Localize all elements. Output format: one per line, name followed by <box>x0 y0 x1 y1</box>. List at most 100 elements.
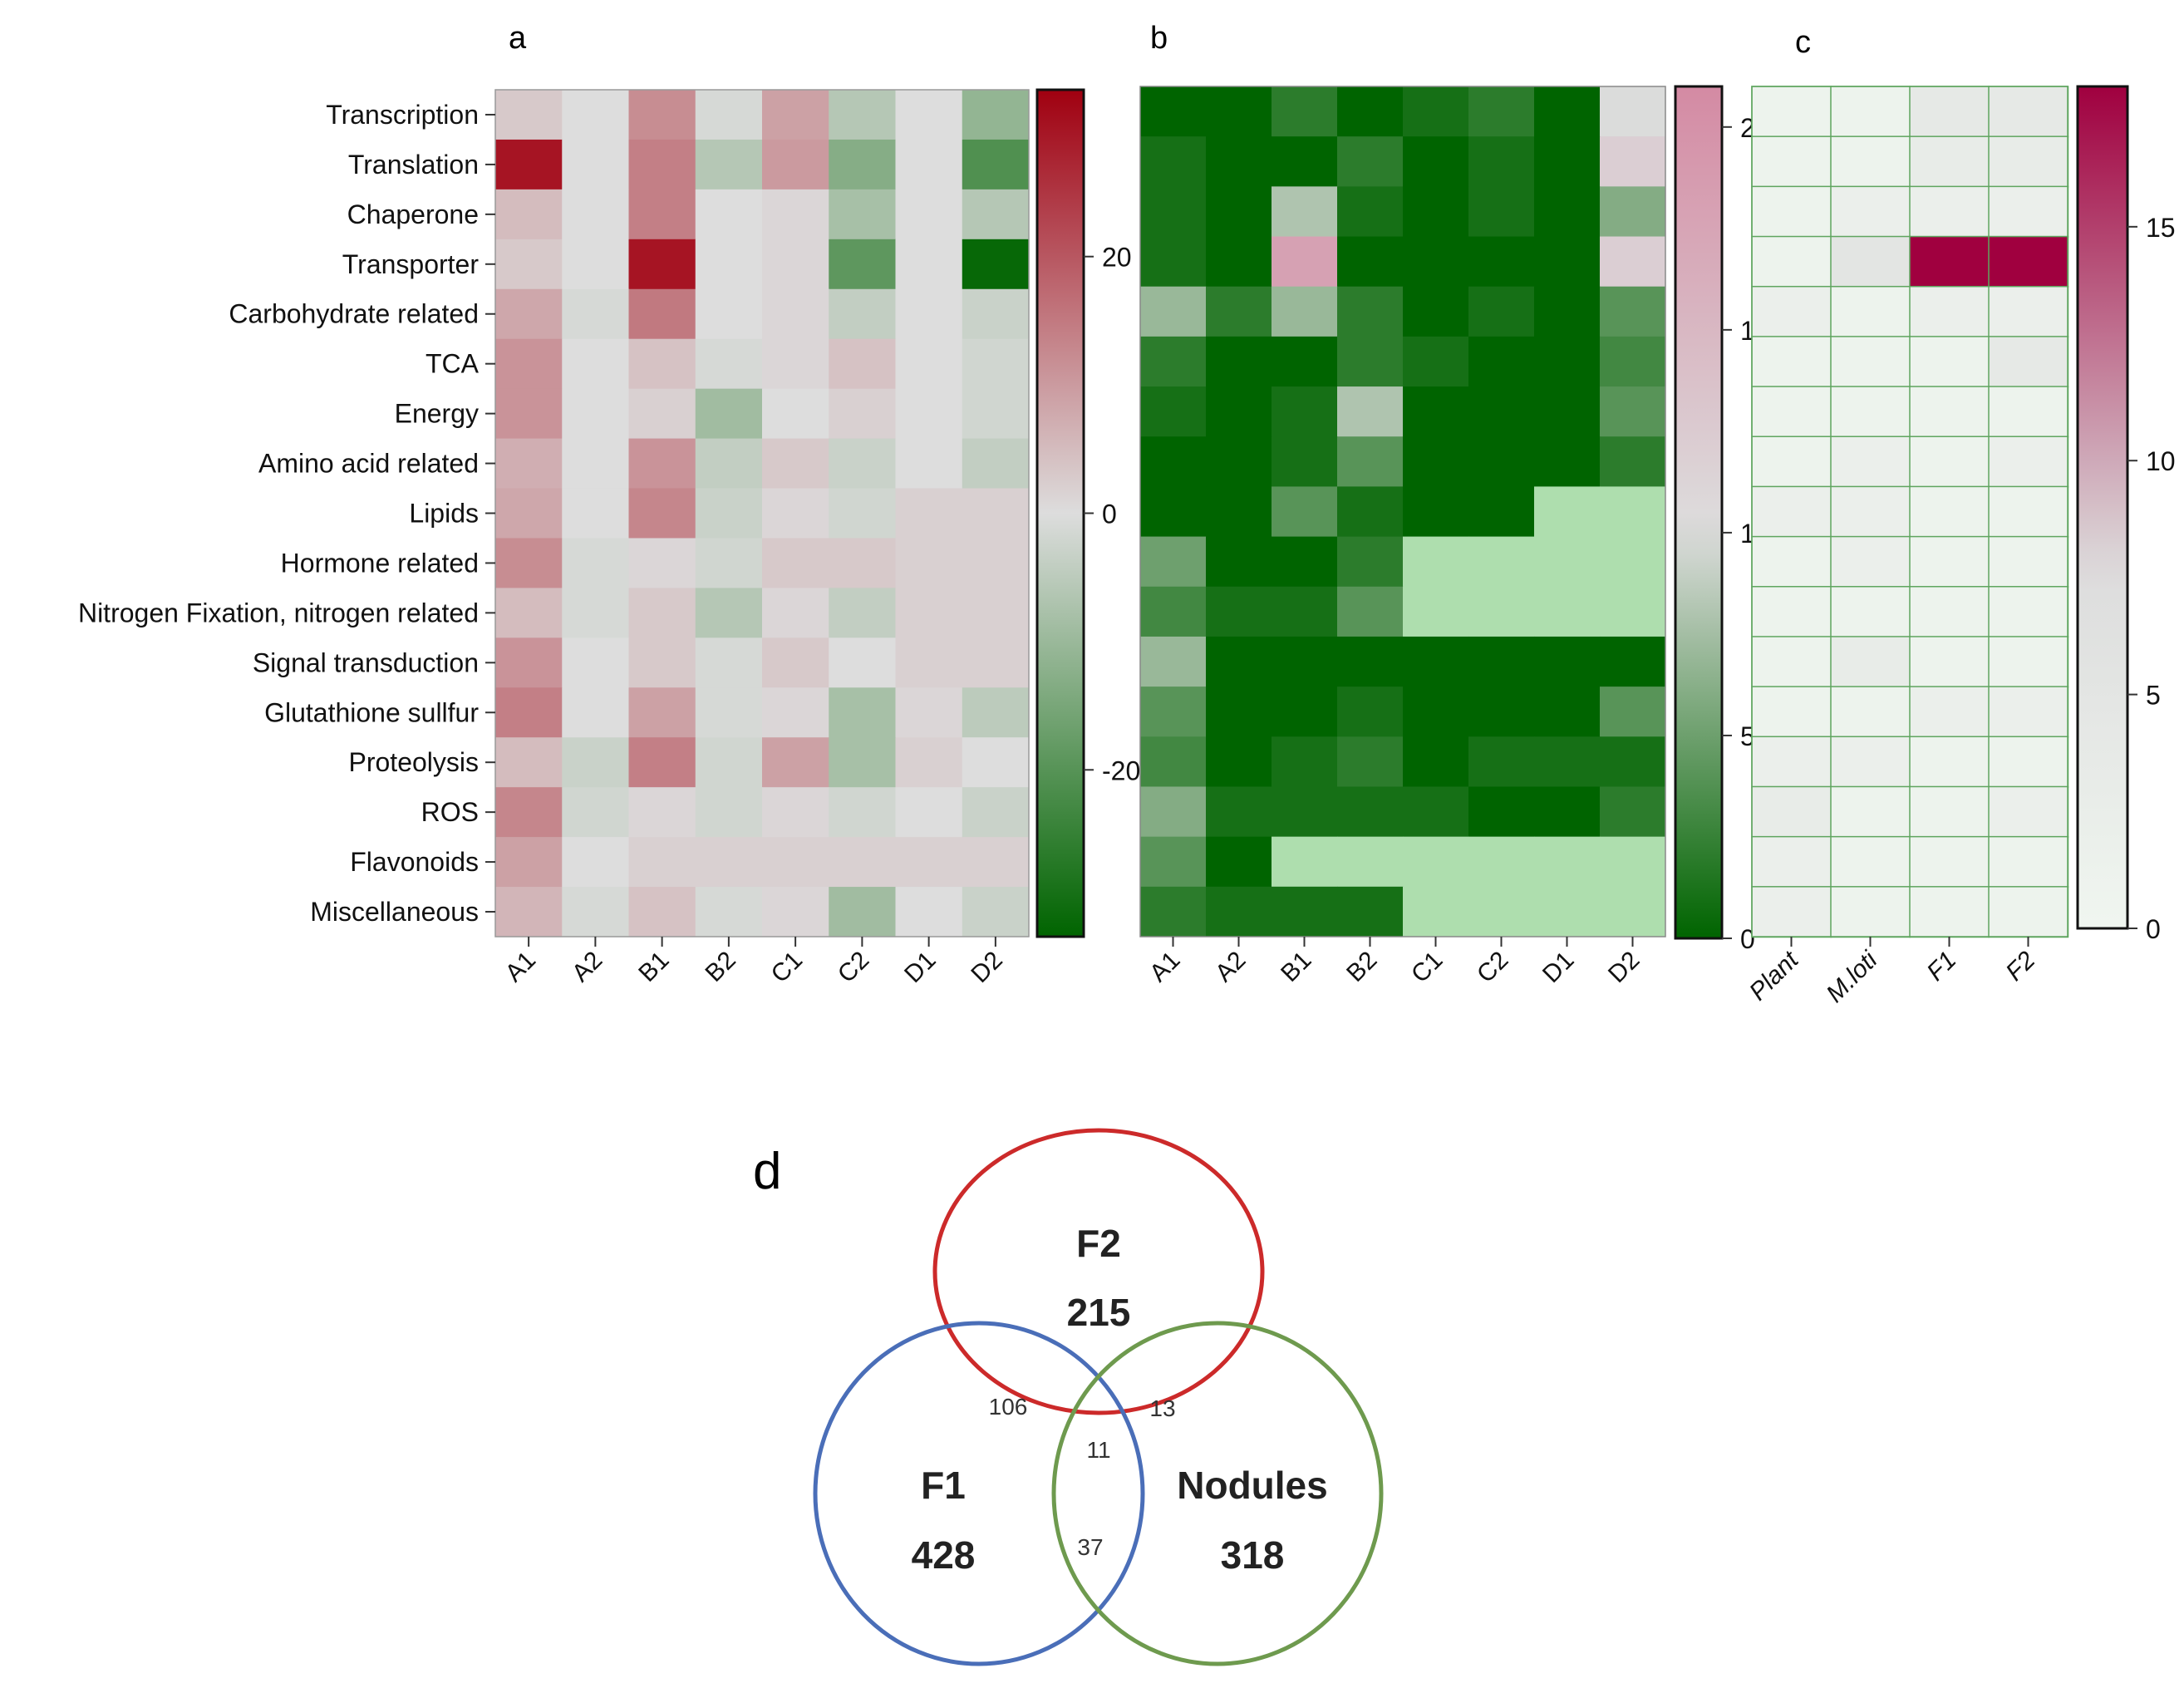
heatmap-a-cell <box>762 90 829 140</box>
venn-circle-f1 <box>813 1321 1145 1666</box>
heatmap-c: Plant M.loti F1 F2 <box>1744 86 2069 1008</box>
heatmap-b-cell <box>1600 886 1666 938</box>
colorbar-tick-label: 0 <box>2146 914 2161 944</box>
heatmap-c-cell <box>1751 336 1832 388</box>
heatmap-a-cell <box>829 588 896 638</box>
colorbar-c: 15 10 5 0 <box>2076 85 2176 944</box>
heatmap-a-cell <box>829 637 896 688</box>
heatmap-a-cell <box>895 90 963 140</box>
heatmap-a-cell <box>829 538 896 588</box>
heatmap-b-cell <box>1468 86 1535 137</box>
heatmap-c-cell <box>1988 535 2069 588</box>
row-label: Miscellaneous <box>310 897 479 927</box>
heatmap-a-cell <box>495 488 563 539</box>
heatmap-a-cell <box>895 438 963 490</box>
heatmap-b-cell <box>1468 736 1535 787</box>
heatmap-c-cell <box>1909 835 1990 888</box>
row-label: Glutathione sullfur <box>264 697 479 727</box>
heatmap-b-cell <box>1600 736 1666 787</box>
heatmap-a-cell <box>495 737 563 788</box>
heatmap-b-cell <box>1534 86 1601 137</box>
heatmap-b-cell <box>1140 786 1207 838</box>
heatmap-b-cell <box>1206 636 1272 687</box>
heatmap-a-cell <box>962 90 1030 140</box>
heatmap-b-cell <box>1337 186 1404 238</box>
heatmap-b-cell <box>1272 186 1338 238</box>
heatmap-b-cell <box>1468 136 1535 187</box>
heatmap-a-cell <box>895 637 963 688</box>
heatmap-c-cell <box>1751 86 1832 138</box>
heatmap-a-cell <box>562 588 629 638</box>
heatmap-a-cell <box>762 139 829 190</box>
heatmap-a-cell <box>895 338 963 390</box>
heatmap-a-cell <box>895 239 963 290</box>
heatmap-c-cell <box>1909 86 1990 138</box>
venn-label-f2: F2 <box>1076 1222 1121 1265</box>
heatmap-c-cell <box>1830 235 1911 288</box>
heatmap-a-cell <box>829 737 896 788</box>
heatmap-a-cell <box>628 139 696 190</box>
heatmap-a-cell <box>762 438 829 490</box>
row-label: Chaperone <box>347 199 479 229</box>
heatmap-c-cell <box>1988 235 2069 288</box>
heatmap-c-cell <box>1988 135 2069 188</box>
heatmap-b-cell <box>1272 336 1338 387</box>
heatmap-b-cell <box>1600 136 1666 187</box>
column-label: A1 <box>1144 947 1185 987</box>
heatmap-b-cell <box>1337 786 1404 838</box>
heatmap-b-cell <box>1403 436 1469 487</box>
heatmap-c-cell <box>1751 686 1832 738</box>
heatmap-b-cell <box>1140 286 1207 337</box>
row-label: Nitrogen Fixation, nitrogen related <box>78 598 479 627</box>
heatmap-c-cell <box>1909 886 1990 938</box>
heatmap-b-cell <box>1534 636 1601 687</box>
heatmap-b-cell <box>1468 687 1535 737</box>
heatmap-a-cell <box>829 388 896 440</box>
heatmap-b-cell <box>1272 886 1338 938</box>
heatmap-c-cell <box>1909 436 1990 488</box>
heatmap-a-cell <box>762 288 829 340</box>
heatmap-b-cell <box>1600 336 1666 387</box>
heatmap-b-cell <box>1140 336 1207 387</box>
heatmap-a-cell <box>829 488 896 539</box>
heatmap-a-cell <box>695 787 763 838</box>
heatmap-b-cell <box>1206 836 1272 888</box>
column-label: A2 <box>567 947 607 987</box>
heatmap-a-cell <box>895 288 963 340</box>
panel-label-a: a <box>509 21 527 56</box>
heatmap-a-cell <box>962 288 1030 340</box>
heatmap-a-cell <box>695 288 763 340</box>
panel-label-b: b <box>1150 21 1168 56</box>
heatmap-a-cell <box>628 288 696 340</box>
column-label: C1 <box>766 947 808 988</box>
heatmap-b-cell <box>1337 486 1404 538</box>
heatmap-a-cell <box>895 139 963 190</box>
heatmap-a-cell <box>562 538 629 588</box>
heatmap-a-cell <box>628 438 696 490</box>
heatmap-c-cell <box>1751 235 1832 288</box>
heatmap-a-cell <box>762 687 829 738</box>
heatmap-a-cell <box>829 338 896 390</box>
heatmap-c-cell <box>1988 485 2069 538</box>
heatmap-b-cell <box>1140 586 1207 637</box>
colorbar-c-bar <box>2076 85 2129 930</box>
venn-intersection-f1-nodules: 37 <box>1077 1534 1103 1560</box>
heatmap-b-cell <box>1534 286 1601 337</box>
heatmap-c-cell <box>1830 835 1911 888</box>
heatmap-a-cell <box>495 288 563 340</box>
heatmap-c-cell <box>1830 636 1911 688</box>
heatmap-b-cell <box>1534 186 1601 238</box>
row-label: Proteolysis <box>349 747 480 777</box>
heatmap-a-cell <box>495 189 563 240</box>
column-label: M.loti <box>1821 946 1883 1008</box>
heatmap-a-cell <box>495 239 563 290</box>
heatmap-a-cell <box>628 887 696 938</box>
row-label: TCA <box>425 349 480 379</box>
heatmap-a-cell <box>495 139 563 190</box>
heatmap-a-cell <box>562 637 629 688</box>
heatmap-a-cell <box>895 189 963 240</box>
column-label: A2 <box>1210 947 1251 987</box>
heatmap-b-cell <box>1337 136 1404 187</box>
heatmap-b-cell <box>1403 836 1469 888</box>
heatmap-c-cell <box>1988 86 2069 138</box>
